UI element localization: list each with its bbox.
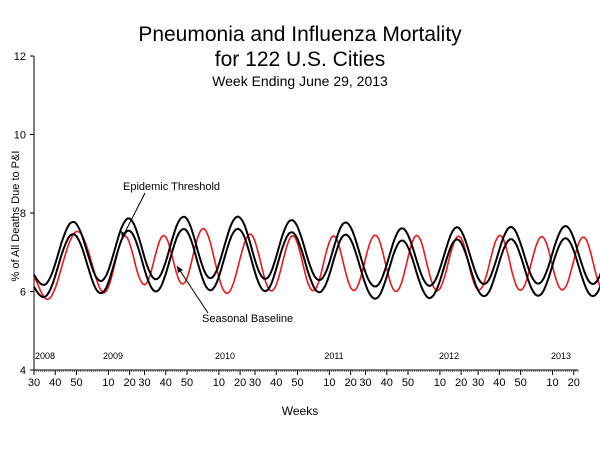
x-tick-label: 30 [249,377,261,389]
y-tick-label: 4 [20,365,26,377]
chart-subtitle: Week Ending June 29, 2013 [212,73,388,89]
year-label: 2010 [215,351,235,361]
x-tick-label: 30 [359,377,371,389]
axes [33,56,578,371]
x-tick-label: 10 [102,377,114,389]
annotation-arrowhead-threshold [121,231,126,238]
x-tick-label: 10 [323,377,335,389]
x-axis-label: Weeks [281,404,319,418]
x-tick-label: 30 [138,377,150,389]
x-tick-label: 10 [434,377,446,389]
series-lines [33,215,600,301]
x-tick-label: 10 [546,377,558,389]
annotation-arrowhead-baseline [177,266,183,273]
title-block: Pneumonia and Influenza Mortality for 12… [0,22,600,90]
x-tick-label: 40 [160,377,172,389]
x-tick-label: 20 [455,377,467,389]
x-tick-label: 50 [181,377,193,389]
x-tick-label: 30 [28,377,40,389]
x-tick-label: 10 [213,377,225,389]
y-axis-label: % of All Deaths Due to P&I [10,150,22,282]
baseline-series-line [33,227,600,300]
year-label: 2011 [324,351,343,361]
x-tick-label: 30 [472,377,484,389]
x-tick-label: 20 [345,377,357,389]
x-tick-label: 20 [124,377,136,389]
x-tick-label: 40 [381,377,393,389]
ticks [30,55,579,375]
chart-title-line-1: Pneumonia and Influenza Mortality [138,23,462,46]
chart-title-line-2: for 122 U.S. Cities [214,48,386,71]
annotation-arrow-baseline [176,265,209,314]
x-tick-label: 50 [515,377,527,389]
x-tick-label: 40 [493,377,505,389]
annotation-epidemic-threshold: Epidemic Threshold [123,181,220,193]
x-tick-label: 20 [234,377,246,389]
x-tick-label: 40 [49,377,61,389]
threshold-series-line [33,215,600,288]
year-label: 2008 [35,351,55,361]
y-tick-label: 6 [20,287,26,299]
x-tick-label: 50 [402,377,414,389]
year-label: 2012 [439,351,459,361]
y-tick-label: 12 [14,51,26,63]
annotation-arrow-threshold [121,192,146,239]
annotation-seasonal-baseline: Seasonal Baseline [202,313,293,325]
y-tick-label: 8 [20,208,26,220]
x-tick-label: 50 [291,377,303,389]
x-tick-label: 40 [270,377,282,389]
year-label: 2009 [103,351,123,361]
x-tick-label: 50 [70,377,82,389]
year-label: 2013 [551,351,571,361]
x-tick-label: 20 [568,377,580,389]
y-tick-label: 10 [14,130,26,142]
observed-series-line [33,227,600,301]
